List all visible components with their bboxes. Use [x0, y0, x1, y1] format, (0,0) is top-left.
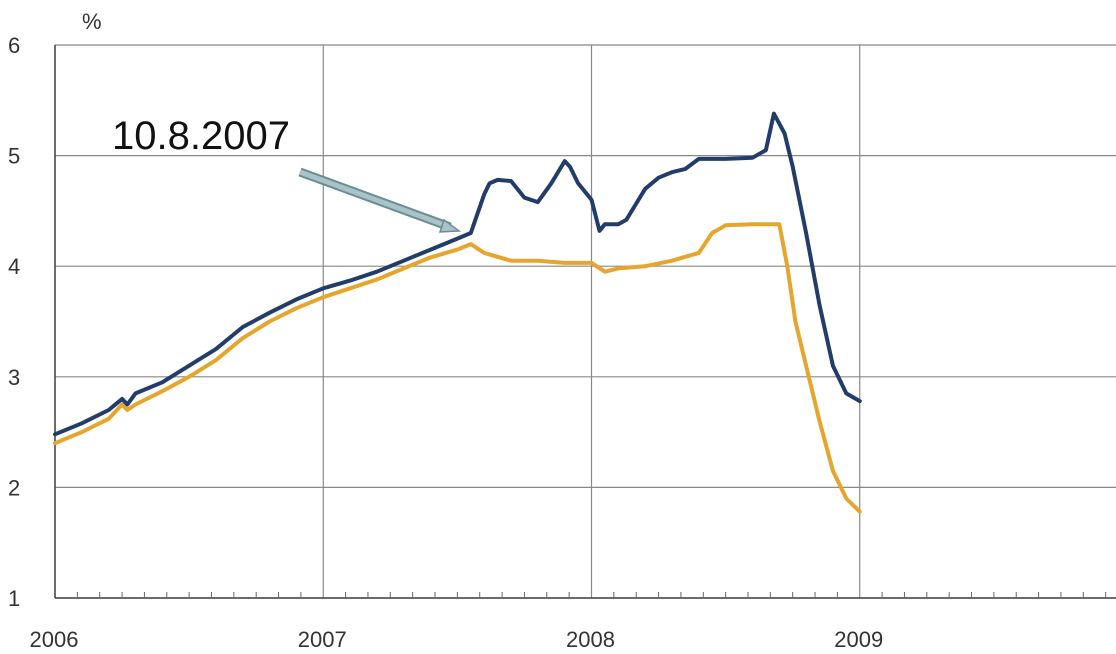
y-tick-label: 6	[8, 33, 20, 58]
series-2-line	[53, 222, 862, 514]
y-tick-label: 1	[8, 586, 20, 611]
x-tick-label: 2007	[298, 627, 347, 652]
y-tick-label: 2	[8, 475, 20, 500]
y-tick-label: 5	[8, 144, 20, 169]
x-tick-label: 2009	[834, 627, 883, 652]
y-tick-label: 4	[8, 254, 20, 279]
annotation-label: 10.8.2007	[112, 114, 290, 158]
series-lines	[53, 111, 862, 514]
y-unit-label: %	[82, 9, 102, 34]
x-axis-ticks: 2006 2007 2008 2009	[30, 627, 884, 652]
x-tick-label: 2006	[30, 627, 79, 652]
x-tick-label: 2008	[566, 627, 615, 652]
y-tick-label: 3	[8, 365, 20, 390]
grid	[54, 44, 1116, 599]
series-1-line	[53, 111, 862, 437]
y-axis-ticks: 1 2 3 4 5 6	[8, 33, 20, 611]
annotation-arrow	[298, 167, 462, 233]
